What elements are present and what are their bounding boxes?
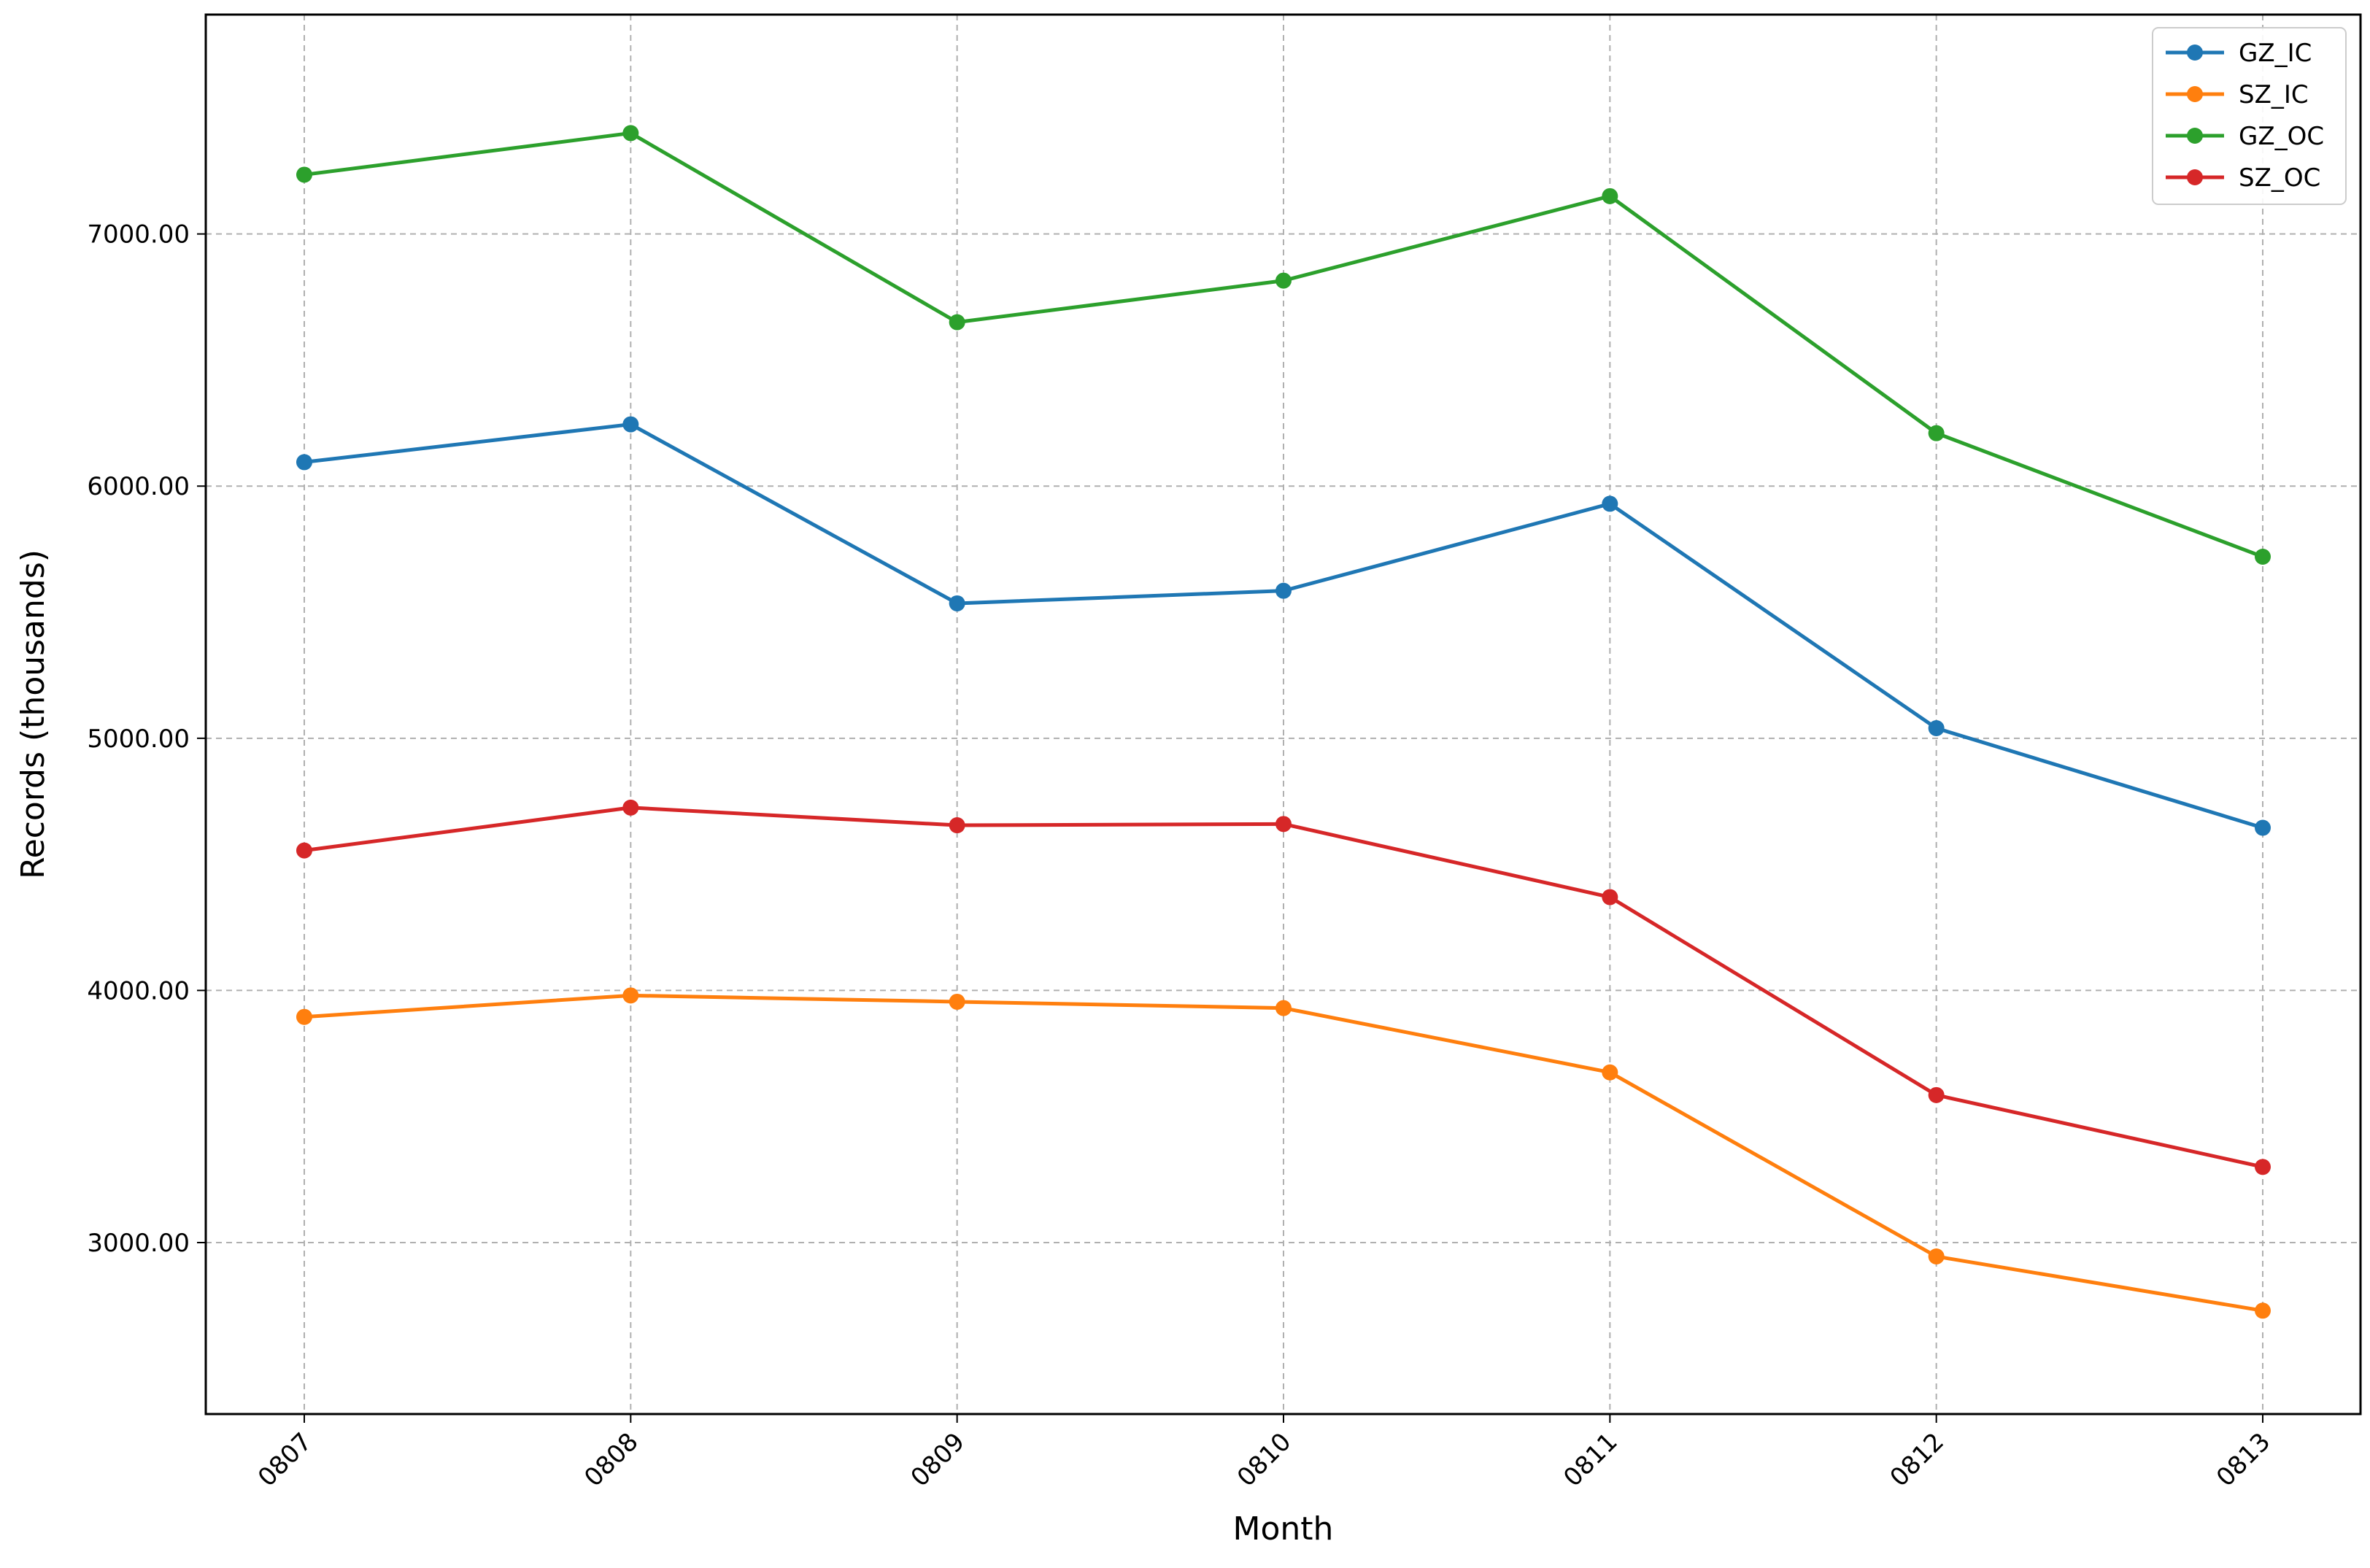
data-point xyxy=(2255,549,2271,565)
legend-marker xyxy=(2187,128,2203,144)
x-tick-label: 0813 xyxy=(2211,1427,2276,1492)
y-tick-label: 5000.00 xyxy=(87,725,190,754)
data-point xyxy=(1602,1064,1618,1081)
y-tick-label: 7000.00 xyxy=(87,220,190,250)
data-point xyxy=(949,817,965,834)
y-tick-label: 6000.00 xyxy=(87,472,190,501)
series-lines xyxy=(296,125,2271,1319)
x-tick-label: 0810 xyxy=(1232,1427,1297,1492)
data-point xyxy=(949,993,965,1010)
legend-label: SZ_OC xyxy=(2239,163,2320,193)
y-tick-label: 3000.00 xyxy=(87,1229,190,1258)
data-point xyxy=(2255,1159,2271,1175)
legend-marker xyxy=(2187,45,2203,61)
x-tick-label: 0809 xyxy=(906,1427,970,1492)
data-point xyxy=(296,166,312,183)
x-tick-label: 0811 xyxy=(1558,1427,1623,1492)
legend-label: GZ_IC xyxy=(2239,39,2312,68)
series-sz-oc xyxy=(296,799,2271,1175)
y-axis: 3000.00 4000.00 5000.00 6000.00 7000.00 xyxy=(87,220,206,1258)
data-point xyxy=(296,454,312,471)
data-point xyxy=(1275,816,1292,833)
data-point xyxy=(1928,720,1945,737)
data-point xyxy=(949,314,965,331)
data-point xyxy=(1928,1248,1945,1265)
series-gz-ic xyxy=(296,416,2271,836)
data-point xyxy=(949,595,965,611)
data-point xyxy=(622,987,639,1004)
legend-label: SZ_IC xyxy=(2239,80,2309,109)
legend-box xyxy=(2152,27,2347,205)
data-point xyxy=(622,125,639,142)
legend-marker xyxy=(2187,169,2203,185)
x-tick-label: 0808 xyxy=(579,1427,644,1492)
y-axis-title: Records (thousands) xyxy=(15,549,52,879)
legend-marker xyxy=(2187,86,2203,102)
x-tick-label: 0812 xyxy=(1885,1427,1950,1492)
data-point xyxy=(2255,1302,2271,1319)
series-sz-ic xyxy=(296,987,2271,1319)
gridlines xyxy=(206,15,2361,1414)
data-point xyxy=(622,799,639,816)
series-gz-oc xyxy=(296,125,2271,565)
data-point xyxy=(1602,188,1618,204)
data-point xyxy=(1602,495,1618,512)
x-axis-title: Month xyxy=(1233,1510,1334,1548)
x-axis: 0807 0808 0809 0810 0811 0812 0813 xyxy=(252,1414,2276,1493)
x-tick-label: 0807 xyxy=(252,1427,317,1492)
data-point xyxy=(1275,1000,1292,1016)
data-point xyxy=(1275,272,1292,289)
data-point xyxy=(1275,582,1292,599)
data-point xyxy=(1928,1086,1945,1103)
data-point xyxy=(296,1008,312,1025)
data-point xyxy=(622,416,639,433)
data-point xyxy=(2255,819,2271,836)
data-point xyxy=(1602,889,1618,905)
data-point xyxy=(296,842,312,859)
y-tick-label: 4000.00 xyxy=(87,976,190,1005)
legend-label: GZ_OC xyxy=(2239,122,2324,151)
data-point xyxy=(1928,425,1945,441)
legend: GZ_IC SZ_IC GZ_OC SZ_OC xyxy=(2152,27,2347,205)
